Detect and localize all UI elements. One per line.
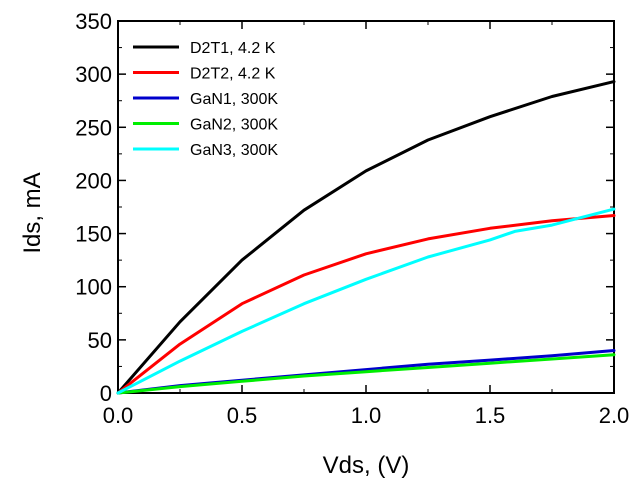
legend-label-2: D2T2, 4.2 K <box>190 66 276 83</box>
x-tick-label: 1.5 <box>475 403 506 428</box>
series-line-4 <box>116 353 616 395</box>
series-line-2 <box>116 214 616 395</box>
legend-label-4: GaN2, 300K <box>190 117 278 134</box>
x-tick-label: 2.0 <box>599 403 630 428</box>
y-tick-label: 100 <box>75 275 112 300</box>
legend-label-5: GaN3, 300K <box>190 142 278 159</box>
y-tick-label: 350 <box>75 9 112 34</box>
x-tick-label: 0.0 <box>103 403 134 428</box>
series-line-5 <box>116 207 616 395</box>
x-axis-title: Vds, (V) <box>323 452 410 479</box>
y-tick-label: 200 <box>75 168 112 193</box>
x-tick-label: 0.5 <box>227 403 258 428</box>
x-tick-label: 1.0 <box>351 403 382 428</box>
y-tick-label: 150 <box>75 222 112 247</box>
legend-label-1: D2T1, 4.2 K <box>190 40 276 57</box>
y-tick-label: 0 <box>100 381 112 406</box>
y-tick-label: 250 <box>75 115 112 140</box>
legend-label-3: GaN1, 300K <box>190 91 278 108</box>
y-tick-label: 50 <box>88 328 112 353</box>
y-axis-title: Ids, mA <box>19 172 46 253</box>
y-tick-label: 300 <box>75 62 112 87</box>
series-line-1 <box>116 80 616 395</box>
